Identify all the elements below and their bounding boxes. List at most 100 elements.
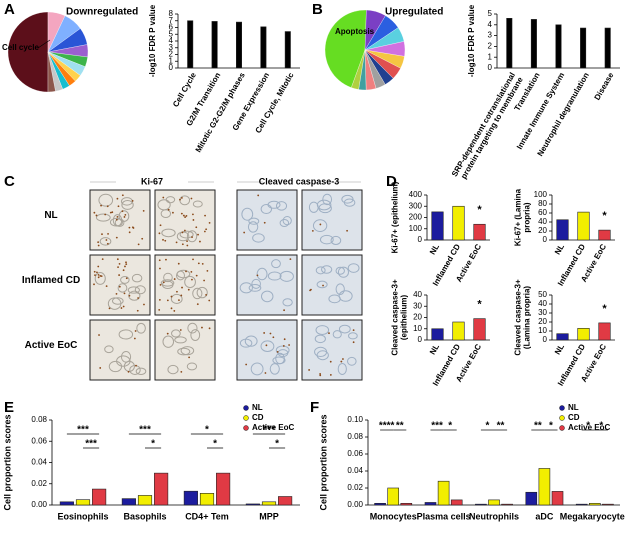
tissue-crypt bbox=[190, 329, 201, 341]
y-tick-label: 20 bbox=[413, 313, 422, 322]
legend-marker bbox=[559, 415, 565, 421]
bar bbox=[260, 26, 267, 69]
stain-dot bbox=[93, 283, 95, 286]
y-axis-label: -log10 FDR P value bbox=[467, 4, 476, 78]
pie-label: Apoptosis bbox=[335, 27, 375, 36]
pie-title: Downregulated bbox=[66, 7, 138, 18]
stain-dot bbox=[122, 305, 125, 308]
bar bbox=[92, 488, 107, 506]
stain-dot bbox=[125, 261, 127, 264]
stain-dot bbox=[176, 290, 178, 293]
stain-dot bbox=[96, 271, 98, 274]
stain-dot bbox=[121, 194, 124, 197]
bar bbox=[556, 219, 569, 241]
tissue-crypt bbox=[272, 356, 286, 365]
y-tick-label: 0 bbox=[543, 235, 548, 244]
stain-dot bbox=[205, 294, 208, 296]
tissue-crypt bbox=[335, 283, 345, 296]
bar bbox=[604, 27, 611, 69]
tissue-crypt bbox=[282, 215, 292, 226]
micrograph bbox=[301, 319, 363, 381]
tissue-crypt bbox=[314, 334, 326, 344]
x-tick-label: Basophils bbox=[123, 511, 166, 521]
stain-dot bbox=[328, 332, 330, 335]
x-tick-label: Plasma cells bbox=[417, 511, 471, 521]
row-label: Inflamed CD bbox=[21, 275, 81, 286]
stain-dot bbox=[127, 370, 130, 373]
tissue-crypt bbox=[129, 364, 141, 375]
stain-dot bbox=[201, 326, 203, 329]
stain-dot bbox=[116, 197, 119, 200]
y-tick-label: 0.00 bbox=[347, 500, 363, 509]
stain-dot bbox=[105, 285, 108, 288]
tissue-crypt bbox=[316, 199, 332, 211]
stain-dot bbox=[170, 307, 173, 310]
stain-dot bbox=[352, 341, 355, 344]
y-tick-label: 8 bbox=[169, 9, 174, 18]
stain-dot bbox=[186, 240, 188, 243]
stain-dot bbox=[93, 270, 96, 273]
stain-dot bbox=[263, 332, 266, 334]
stain-dot bbox=[165, 258, 167, 261]
bar bbox=[431, 328, 444, 341]
stain-dot bbox=[142, 209, 145, 212]
tissue-crypt bbox=[163, 272, 173, 283]
tissue-crypt bbox=[252, 233, 265, 243]
y-tick-label: 5 bbox=[169, 29, 174, 38]
stain-dot bbox=[308, 369, 311, 371]
x-tick-label: MPP bbox=[259, 511, 279, 521]
y-tick-label: 400 bbox=[409, 190, 423, 199]
bar bbox=[538, 468, 551, 506]
significance-label: *** bbox=[431, 421, 443, 432]
stain-dot bbox=[162, 196, 165, 199]
stain-dot bbox=[97, 241, 100, 244]
panel-letter: F bbox=[310, 399, 319, 416]
tissue-crypt bbox=[338, 290, 353, 302]
bar bbox=[501, 503, 513, 506]
pie-slice bbox=[324, 9, 367, 88]
tissue-crypt bbox=[260, 290, 274, 303]
stain-dot bbox=[352, 329, 355, 331]
tissue-crypt bbox=[184, 275, 196, 289]
micrograph bbox=[89, 254, 151, 316]
tissue-crypt bbox=[160, 279, 175, 287]
bar bbox=[530, 19, 537, 69]
stain-dot bbox=[184, 216, 187, 218]
stain-dot bbox=[172, 211, 174, 214]
stain-dot bbox=[192, 258, 194, 261]
stain-dot bbox=[97, 276, 100, 279]
bar bbox=[473, 318, 486, 341]
y-tick-label: 80 bbox=[538, 199, 547, 208]
x-tick-label: Eosinophils bbox=[57, 511, 108, 521]
stain-dot bbox=[118, 262, 121, 265]
stain-dot bbox=[128, 226, 131, 229]
stain-dot bbox=[311, 229, 314, 232]
bar bbox=[437, 480, 450, 506]
y-tick-label: 5 bbox=[488, 9, 493, 18]
y-tick-label: 4 bbox=[169, 36, 174, 45]
tissue-crypt bbox=[315, 325, 330, 336]
bar bbox=[475, 503, 487, 506]
stain-dot bbox=[106, 242, 109, 245]
stain-dot bbox=[283, 309, 285, 312]
y-tick-label: 300 bbox=[409, 201, 423, 210]
significance-star: * bbox=[602, 303, 607, 315]
bar bbox=[602, 503, 614, 506]
stain-dot bbox=[196, 303, 199, 306]
stain-dot bbox=[181, 243, 184, 246]
tissue-crypt bbox=[260, 203, 273, 215]
stain-dot bbox=[164, 239, 167, 242]
stain-dot bbox=[322, 284, 324, 287]
x-tick-label: Monocytes bbox=[370, 511, 417, 521]
panel-letter: A bbox=[4, 1, 15, 18]
stain-dot bbox=[104, 213, 107, 216]
stain-dot bbox=[95, 214, 98, 217]
stain-dot bbox=[264, 372, 267, 374]
stain-dot bbox=[93, 211, 96, 214]
stain-dot bbox=[166, 332, 169, 335]
significance-label: *** bbox=[263, 425, 275, 436]
y-tick-label: 0.00 bbox=[31, 500, 47, 509]
stain-dot bbox=[167, 208, 170, 211]
tissue-crypt bbox=[104, 345, 114, 354]
